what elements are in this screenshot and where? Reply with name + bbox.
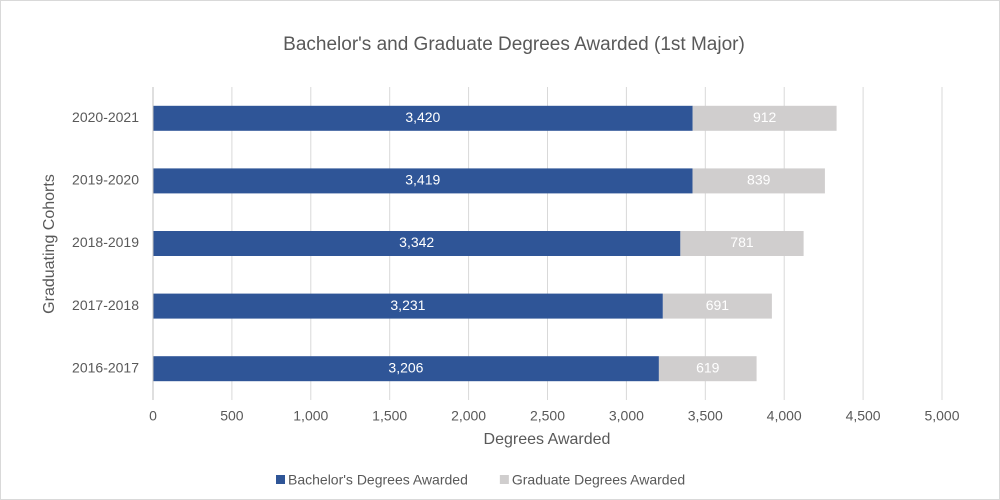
data-label: 619 xyxy=(696,359,720,375)
data-label: 3,420 xyxy=(405,109,440,125)
y-tick-label: 2017-2018 xyxy=(72,297,139,313)
bar-segment xyxy=(662,293,772,319)
legend-swatch xyxy=(499,475,509,484)
chart-title: Bachelor's and Graduate Degrees Awarded … xyxy=(283,34,745,55)
y-axis-label: Graduating Cohorts xyxy=(41,174,58,314)
data-label: 3,231 xyxy=(390,297,425,313)
x-tick-label: 500 xyxy=(220,408,244,424)
x-tick-label: 5,000 xyxy=(924,408,959,424)
x-tick-label: 2,500 xyxy=(530,408,565,424)
x-tick-label: 4,500 xyxy=(846,408,881,424)
data-label: 3,342 xyxy=(399,234,434,250)
x-tick-label: 4,000 xyxy=(767,408,802,424)
x-tick-label: 1,500 xyxy=(372,408,407,424)
bar-segment xyxy=(153,168,693,194)
bar-segment xyxy=(692,105,837,131)
y-tick-label: 2019-2020 xyxy=(72,172,139,188)
x-axis-label: Degrees Awarded xyxy=(484,431,611,448)
bar-segment xyxy=(692,168,825,194)
bar-segment xyxy=(658,356,757,382)
legend-swatch xyxy=(276,475,285,484)
x-tick-label: 0 xyxy=(149,408,157,424)
x-tick-label: 3,000 xyxy=(609,408,644,424)
y-tick-label: 2016-2017 xyxy=(72,359,139,375)
x-tick-label: 3,500 xyxy=(688,408,723,424)
data-label: 781 xyxy=(730,234,754,250)
data-label: 3,419 xyxy=(405,172,440,188)
bar-segment xyxy=(153,293,663,319)
data-label: 839 xyxy=(747,172,771,188)
legend-label: Bachelor's Degrees Awarded xyxy=(288,472,468,488)
data-label: 3,206 xyxy=(388,359,423,375)
x-tick-label: 1,000 xyxy=(293,408,328,424)
bar-segment xyxy=(680,231,804,256)
y-tick-label: 2018-2019 xyxy=(72,234,139,250)
bar-segment xyxy=(153,105,693,131)
data-label: 691 xyxy=(706,297,730,313)
x-tick-label: 2,000 xyxy=(451,408,486,424)
bar-segment xyxy=(153,231,681,256)
bar-segment xyxy=(153,356,659,382)
y-tick-label: 2020-2021 xyxy=(72,109,139,125)
legend-label: Graduate Degrees Awarded xyxy=(512,472,685,488)
data-label: 912 xyxy=(753,109,777,125)
